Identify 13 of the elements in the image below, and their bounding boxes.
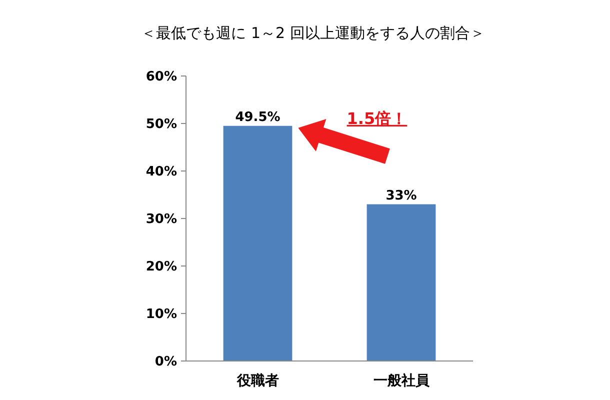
- y-tick-label: 10%: [146, 307, 177, 322]
- y-tick-label: 30%: [146, 212, 177, 228]
- x-tick-label: 役職者: [236, 372, 279, 389]
- y-tick-label: 60%: [146, 70, 177, 85]
- data-label: 33%: [386, 188, 417, 204]
- y-tick-label: 20%: [146, 260, 177, 275]
- annotation: 1.5倍！: [346, 108, 408, 128]
- y-tick-label: 40%: [146, 164, 177, 180]
- y-tick-label: 0%: [154, 354, 177, 370]
- y-tick-label: 50%: [146, 117, 177, 132]
- chart-title: ＜最低でも週に 1～2 回以上運動をする人の割合＞: [141, 24, 485, 42]
- data-label: 49.5%: [235, 110, 280, 125]
- x-tick-label: 一般社員: [373, 373, 430, 389]
